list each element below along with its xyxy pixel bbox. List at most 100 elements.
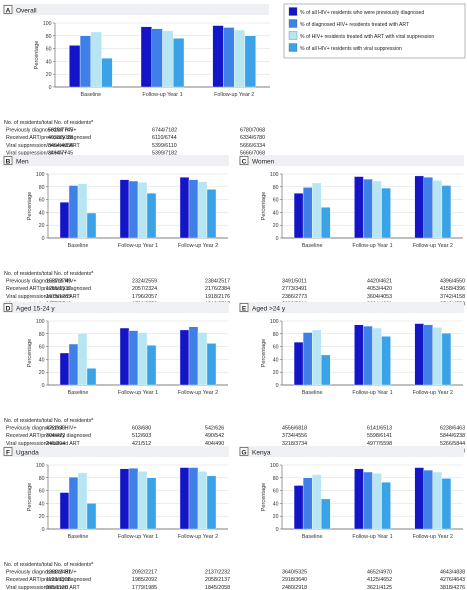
legend-box [283, 3, 466, 59]
y-tick-label: 40 [273, 210, 279, 216]
table-cell: 603/680 [132, 426, 151, 432]
table-title-text: No. of residents/total No. of residents [4, 562, 91, 568]
x-category-label: Follow-up Year 2 [178, 243, 218, 249]
y-tick-label: 40 [39, 210, 45, 216]
panel-letter-box [3, 447, 13, 456]
x-category-label: Baseline [302, 390, 323, 396]
table-cell: 5266/5844 [440, 441, 465, 447]
y-tick-label: 80 [39, 476, 45, 482]
legend-label: % of all HIV+ residents with viral suppr… [300, 46, 402, 52]
table-cell: 3604/4053 [367, 294, 392, 300]
x-category-label: Follow-up Year 2 [178, 534, 218, 540]
y-axis-label: Percentage [27, 339, 33, 368]
bar [197, 471, 208, 530]
bar [414, 175, 424, 239]
y-tick-label: 40 [273, 357, 279, 363]
y-tick-label: 0 [42, 383, 45, 389]
bar [321, 207, 331, 239]
y-tick-label: 80 [273, 476, 279, 482]
panel-title: Kenya [252, 449, 271, 456]
table-cell: 3742/4158 [440, 294, 465, 300]
bar [311, 329, 322, 386]
table-cell: 2918/3640 [282, 577, 307, 583]
table-cell: 4396/4550 [440, 279, 465, 285]
panel-b: B Men 0 20 40 60 80 100 Percentage Baseline Follow… [3, 155, 230, 307]
table-cell: 3218/3734 [282, 441, 307, 447]
bar [212, 25, 224, 88]
bar [311, 474, 322, 530]
y-tick-label: 60 [39, 198, 45, 204]
y-tick-label: 60 [273, 345, 279, 351]
legend-swatch [288, 43, 298, 52]
legend-label: % of HIV+ residents treated with ART wit… [300, 34, 434, 40]
table-cell: 2324/2559 [132, 279, 157, 285]
bar [77, 183, 88, 239]
panel-letter-box [239, 303, 249, 312]
table-row-label: Received ART/previously diagnosed [6, 577, 91, 583]
y-tick-label: 0 [276, 527, 279, 533]
bar [432, 327, 443, 386]
table-cell: 6334/6780 [240, 135, 265, 141]
panel-letter: B [6, 158, 11, 165]
x-category-label: Baseline [68, 243, 89, 249]
bar [293, 341, 304, 386]
y-tick-label: 100 [270, 319, 279, 325]
panel-letter-box [3, 5, 13, 14]
bar [414, 467, 424, 530]
table-row-label: Viral suppression/received ART [6, 585, 80, 590]
bar [188, 467, 199, 530]
y-tick-label: 20 [273, 223, 279, 229]
panel-letter-box [239, 447, 249, 456]
y-tick-label: 60 [273, 489, 279, 495]
table-cell: 4652/4970 [367, 570, 392, 576]
table-cell: 1796/2057 [132, 294, 157, 300]
bar [128, 330, 139, 386]
table-cell: 304/472 [46, 433, 65, 439]
table-title: No. of residents/total No. of residentsa [4, 119, 94, 126]
panel-header [3, 4, 269, 15]
y-tick-label: 20 [46, 72, 52, 78]
x-category-label: Baseline [80, 92, 101, 98]
bar [321, 498, 331, 530]
bar [321, 354, 331, 386]
x-category-label: Follow-up Year 1 [352, 534, 392, 540]
table-cell: 2773/3491 [282, 286, 307, 292]
panel-c: C Women 0 20 40 60 80 100 Percentage Baseline Foll… [239, 155, 465, 307]
y-tick-label: 60 [273, 198, 279, 204]
table-cell: 1265/1537 [46, 286, 71, 292]
panel-letter-box [3, 156, 13, 165]
panel-title: Men [16, 158, 29, 165]
table-cell: 2137/2232 [205, 570, 230, 576]
bar [223, 27, 235, 88]
y-tick-label: 100 [36, 319, 45, 325]
y-tick-label: 20 [273, 514, 279, 520]
x-category-label: Follow-up Year 1 [352, 243, 392, 249]
bar [363, 471, 373, 530]
bar [206, 343, 217, 386]
y-tick-label: 40 [39, 501, 45, 507]
bar [59, 352, 70, 386]
table-cell: 1388/2431 [46, 570, 71, 576]
bar [197, 181, 208, 239]
table-row-label: Previously diagnosed/all HIV+ [6, 570, 77, 576]
bar [140, 26, 152, 88]
table-cell: 2058/2137 [205, 577, 230, 583]
y-tick-label: 60 [46, 47, 52, 53]
y-tick-label: 0 [276, 236, 279, 242]
bar [151, 28, 163, 88]
table-cell: 2386/2773 [282, 294, 307, 300]
bar [90, 31, 102, 88]
panel-header [3, 155, 229, 166]
table-cell: 404/490 [205, 441, 224, 447]
bar [59, 492, 70, 530]
table-row-label: Viral suppression/all HIV+ [6, 150, 67, 156]
panel-header [3, 302, 229, 313]
table-title-superscript: a [91, 119, 94, 123]
y-axis-label: Percentage [27, 483, 33, 512]
x-category-label: Baseline [68, 534, 89, 540]
bar [188, 179, 199, 239]
table-cell: 5598/6141 [367, 433, 392, 439]
table-title-text: No. of residents/total No. of residents [4, 418, 91, 424]
y-tick-label: 80 [273, 185, 279, 191]
bar [206, 189, 217, 239]
